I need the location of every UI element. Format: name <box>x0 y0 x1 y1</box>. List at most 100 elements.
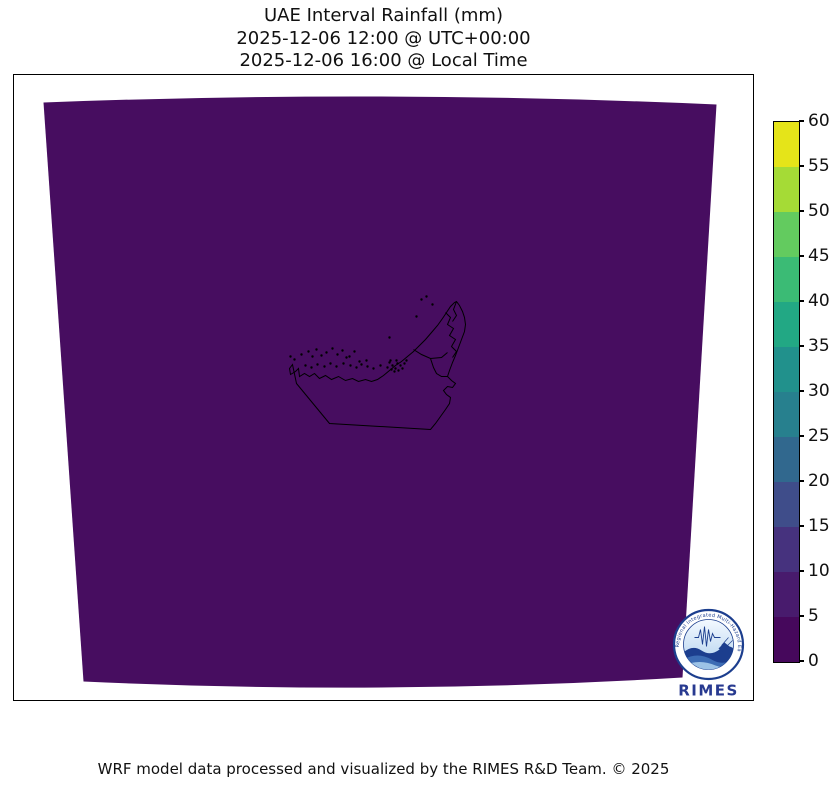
uae-border-path <box>430 358 448 377</box>
island-dot <box>391 364 394 367</box>
model-domain-raster <box>43 96 717 688</box>
island-dot <box>300 353 303 356</box>
colorbar-tick-mark <box>799 390 804 392</box>
island-dot <box>341 349 344 352</box>
colorbar-tick-label: 35 <box>808 335 830 356</box>
colorbar-tick-mark <box>799 480 804 482</box>
colorbar-tick-mark <box>799 570 804 572</box>
island-dot <box>320 354 323 357</box>
island-dot <box>388 336 391 339</box>
island-dot <box>293 358 296 361</box>
island-dot <box>386 366 389 369</box>
uae-boundary-outline <box>288 300 467 431</box>
colorbar-segment <box>774 527 799 572</box>
island-dot <box>336 353 339 356</box>
colorbar-tick-label: 10 <box>808 560 830 581</box>
island-dot <box>342 362 345 365</box>
island-dot <box>358 360 361 363</box>
island-dot <box>415 315 418 318</box>
chart-title-block: UAE Interval Rainfall (mm) 2025-12-06 12… <box>13 5 754 73</box>
island-dot <box>365 359 368 362</box>
colorbar-tick-mark <box>799 435 804 437</box>
colorbar-segment <box>774 212 799 257</box>
island-dot <box>405 359 408 362</box>
island-dot <box>396 362 399 365</box>
island-dot <box>325 351 328 354</box>
colorbar-tick-label: 45 <box>808 245 830 266</box>
island-dot <box>355 366 358 369</box>
colorbar-tick-label: 15 <box>808 515 830 536</box>
island-dot <box>311 355 314 358</box>
island-dot <box>349 364 352 367</box>
island-dot <box>420 298 423 301</box>
island-dot <box>372 367 375 370</box>
island-dot <box>315 348 318 351</box>
island-dot <box>348 355 351 358</box>
island-dot <box>388 361 391 364</box>
chart-title: UAE Interval Rainfall (mm) <box>264 5 503 26</box>
colorbar-tick-label: 55 <box>808 155 830 176</box>
colorbar-tick-mark <box>799 660 804 662</box>
colorbar-tick-mark <box>799 120 804 122</box>
island-dot <box>345 356 348 359</box>
colorbar-tick-mark <box>799 615 804 617</box>
island-dot <box>395 359 398 362</box>
colorbar-tick-label: 60 <box>808 110 830 131</box>
island-dot <box>366 365 369 368</box>
island-dot <box>304 364 307 367</box>
map-axes-frame: Regional Integrated Multi-Hazard Early W… <box>13 74 754 701</box>
colorbar-segment <box>774 302 799 347</box>
colorbar-tick-mark <box>799 165 804 167</box>
island-dot <box>390 368 393 371</box>
colorbar-tick-label: 25 <box>808 425 830 446</box>
colorbar-segment <box>774 572 799 617</box>
logo-satellite-icon <box>718 642 730 653</box>
island-dot <box>335 365 338 368</box>
island-dot <box>353 350 356 353</box>
chart-subtitle-local: 2025-12-06 16:00 @ Local Time <box>239 50 528 71</box>
island-dot <box>394 367 397 370</box>
colorbar-segment <box>774 392 799 437</box>
colorbar-tick-mark <box>799 300 804 302</box>
island-dot <box>316 363 319 366</box>
island-dot <box>379 364 382 367</box>
colorbar-tick-label: 30 <box>808 380 830 401</box>
colorbar-tick-label: 5 <box>808 605 819 626</box>
island-dot <box>393 370 396 373</box>
island-dot <box>310 366 313 369</box>
island-dot <box>289 355 292 358</box>
colorbar-tick-mark <box>799 525 804 527</box>
colorbar-tick-mark <box>799 345 804 347</box>
credit-footer: WRF model data processed and visualized … <box>97 760 670 778</box>
uae-border-path <box>452 301 458 322</box>
colorbar-tick-label: 0 <box>808 650 819 671</box>
island-dot <box>401 367 404 370</box>
island-dot <box>307 350 310 353</box>
island-dot <box>431 303 434 306</box>
island-dot <box>425 295 428 298</box>
island-dot <box>389 359 392 362</box>
colorbar-segment <box>774 167 799 212</box>
logo-seismogram <box>694 626 721 647</box>
island-dot <box>397 369 400 372</box>
colorbar-tick-label: 50 <box>808 200 830 221</box>
rainfall-map: Regional Integrated Multi-Hazard Early W… <box>14 75 745 700</box>
rainfall-colorbar <box>773 121 800 663</box>
uae-border-path <box>445 312 458 358</box>
chart-subtitle-utc: 2025-12-06 12:00 @ UTC+00:00 <box>236 27 531 49</box>
island-dot <box>399 364 402 367</box>
logo-satellite-antenna <box>721 637 733 648</box>
logo-wordmark: RIMES <box>678 682 739 700</box>
colorbar-segment <box>774 437 799 482</box>
island-dot <box>329 362 332 365</box>
colorbar-tick-label: 20 <box>808 470 830 491</box>
colorbar-segment <box>774 122 799 167</box>
island-dot <box>331 347 334 350</box>
island-dot <box>323 365 326 368</box>
colorbar-segment <box>774 347 799 392</box>
coastal-islands-dots <box>289 295 434 373</box>
colorbar-segment <box>774 617 799 662</box>
colorbar-segment <box>774 482 799 527</box>
colorbar-tick-label: 40 <box>808 290 830 311</box>
